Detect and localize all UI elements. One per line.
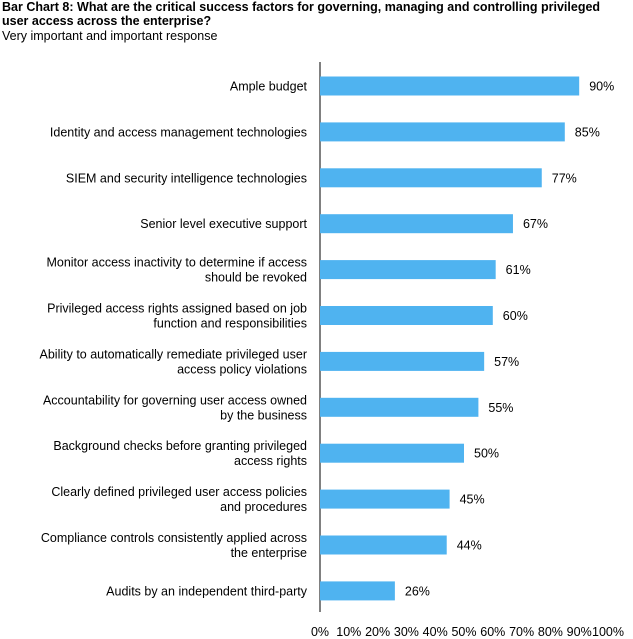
data-label: 61% [506,263,531,277]
x-tick-label: 0% [311,625,329,639]
x-tick-label: 30% [394,625,419,639]
data-label: 85% [575,125,600,139]
data-label: 57% [494,355,519,369]
data-label: 77% [552,171,577,185]
data-label: 44% [457,539,482,553]
bar [320,214,513,234]
bar [320,306,493,325]
bar [320,168,542,188]
x-tick-label: 100% [592,625,624,639]
x-tick-label: 50% [451,625,476,639]
data-label: 90% [589,80,614,94]
category-label: Ample budget [230,80,308,94]
category-label: Compliance controls consistently applied… [41,531,307,545]
category-label: Monitor access inactivity to determine i… [46,256,307,270]
x-tick-label: 90% [567,625,592,639]
bar [320,76,580,96]
category-label: should be revoked [205,271,307,285]
category-label: access rights [234,454,307,468]
bar [320,489,450,509]
data-label: 67% [523,217,548,231]
category-label: function and responsibilities [153,317,307,331]
category-label: Background checks before granting privil… [53,439,307,453]
category-label: Audits by an independent third-party [106,584,308,598]
data-label: 60% [503,309,528,323]
bar [320,535,447,555]
category-label: and procedures [220,500,307,514]
bar [320,260,496,280]
x-tick-label: 70% [509,625,534,639]
data-label: 45% [460,493,485,507]
category-label: Senior level executive support [140,217,307,231]
category-label: Identity and access management technolog… [50,125,307,139]
category-label: Accountability for governing user access… [43,393,307,407]
x-tick-label: 60% [480,625,505,639]
x-tick-label: 80% [538,625,563,639]
category-label: access policy violations [177,362,307,376]
bar [320,351,485,371]
category-label: SIEM and security intelligence technolog… [66,171,307,185]
bar [320,443,464,463]
x-tick-label: 40% [423,625,448,639]
x-tick-label: 20% [365,625,390,639]
bar [320,581,395,601]
data-label: 55% [488,401,513,415]
data-label: 50% [474,447,499,461]
category-label: Privileged access rights assigned based … [47,302,307,316]
data-label: 26% [405,584,430,598]
x-tick-label: 10% [336,625,361,639]
category-label: by the business [220,408,307,422]
bar [320,397,479,417]
bar [320,122,565,142]
chart-title: Bar Chart 8: What are the critical succe… [2,0,601,28]
category-label: Ability to automatically remediate privi… [40,347,308,361]
category-label: Clearly defined privileged user access p… [51,485,307,499]
chart-subtitle: Very important and important response [2,29,218,43]
category-label: the enterprise [231,546,307,560]
